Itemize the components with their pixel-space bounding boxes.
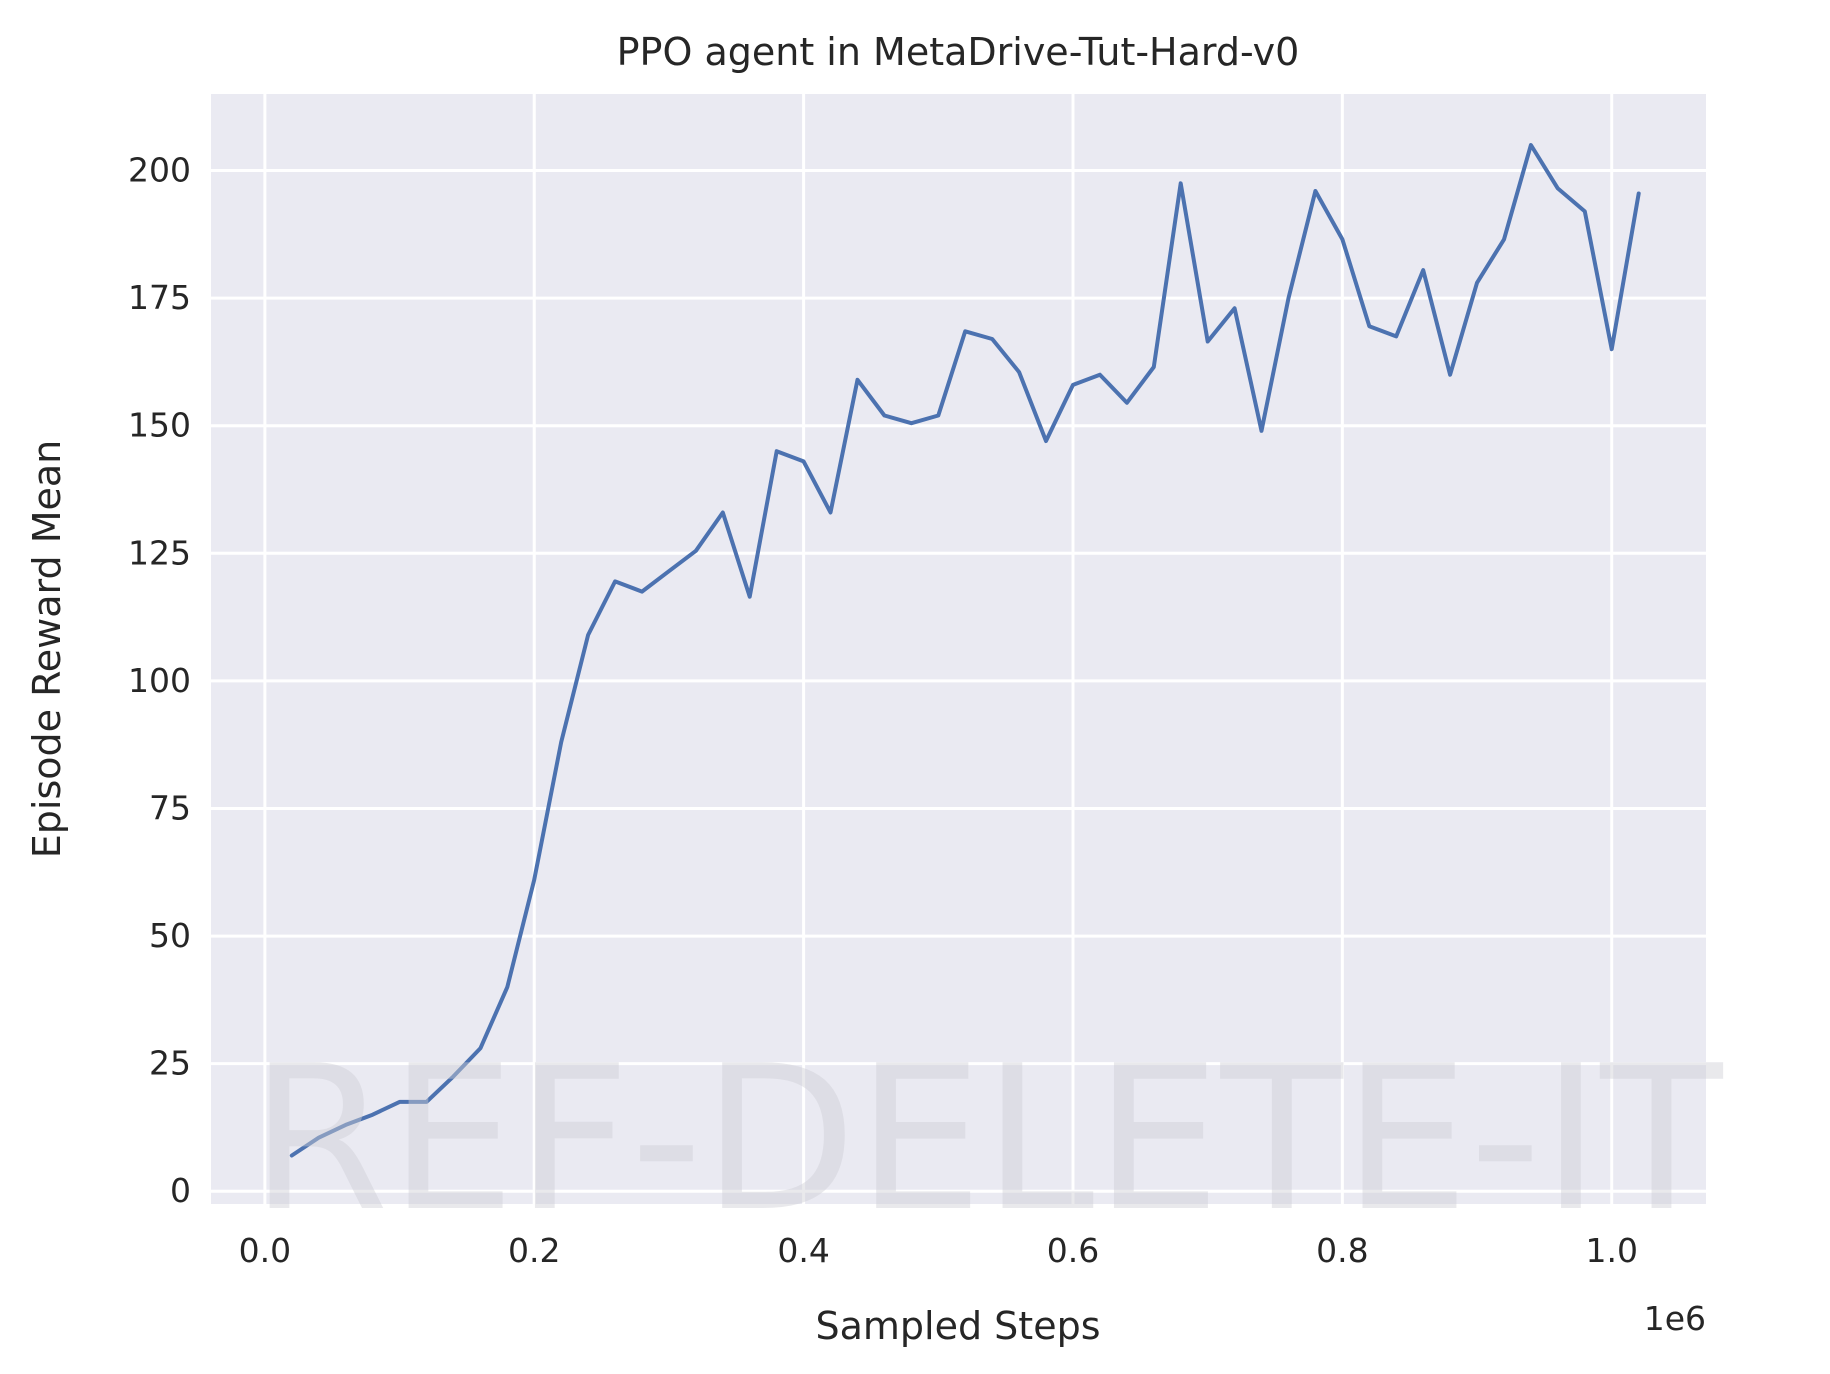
chart-title: PPO agent in MetaDrive-Tut-Hard-v0 bbox=[617, 30, 1300, 74]
plot-background bbox=[211, 94, 1706, 1204]
y-tick-labels: 0 25 50 75 100 125 150 175 200 bbox=[128, 151, 191, 1211]
watermark: REF-DELETE-IT bbox=[250, 1023, 1723, 1256]
x-axis-title: Sampled Steps bbox=[816, 1304, 1101, 1348]
y-tick-label: 75 bbox=[149, 788, 191, 827]
x-tick-labels: 0.0 0.2 0.4 0.6 0.8 1.0 bbox=[239, 1231, 1638, 1270]
grid bbox=[211, 94, 1706, 1204]
y-tick-label: 175 bbox=[128, 278, 191, 317]
series-line bbox=[289, 143, 1641, 1158]
x-tick-label: 0.0 bbox=[239, 1231, 291, 1270]
x-offset-label: 1e6 bbox=[1644, 1299, 1706, 1338]
y-tick-label: 125 bbox=[128, 533, 191, 572]
x-tick-label: 0.8 bbox=[1316, 1231, 1368, 1270]
x-tick-label: 1.0 bbox=[1585, 1231, 1637, 1270]
x-tick-label: 0.4 bbox=[777, 1231, 829, 1270]
y-axis-title: Episode Reward Mean bbox=[25, 440, 69, 858]
y-tick-label: 50 bbox=[149, 916, 191, 955]
y-tick-label: 25 bbox=[149, 1044, 191, 1083]
series-layer bbox=[289, 143, 1641, 1158]
x-tick-label: 0.2 bbox=[508, 1231, 560, 1270]
y-tick-label: 150 bbox=[128, 406, 191, 445]
y-tick-label: 100 bbox=[128, 661, 191, 700]
y-tick-label: 0 bbox=[170, 1171, 191, 1210]
y-tick-label: 200 bbox=[128, 151, 191, 190]
x-tick-label: 0.6 bbox=[1047, 1231, 1099, 1270]
